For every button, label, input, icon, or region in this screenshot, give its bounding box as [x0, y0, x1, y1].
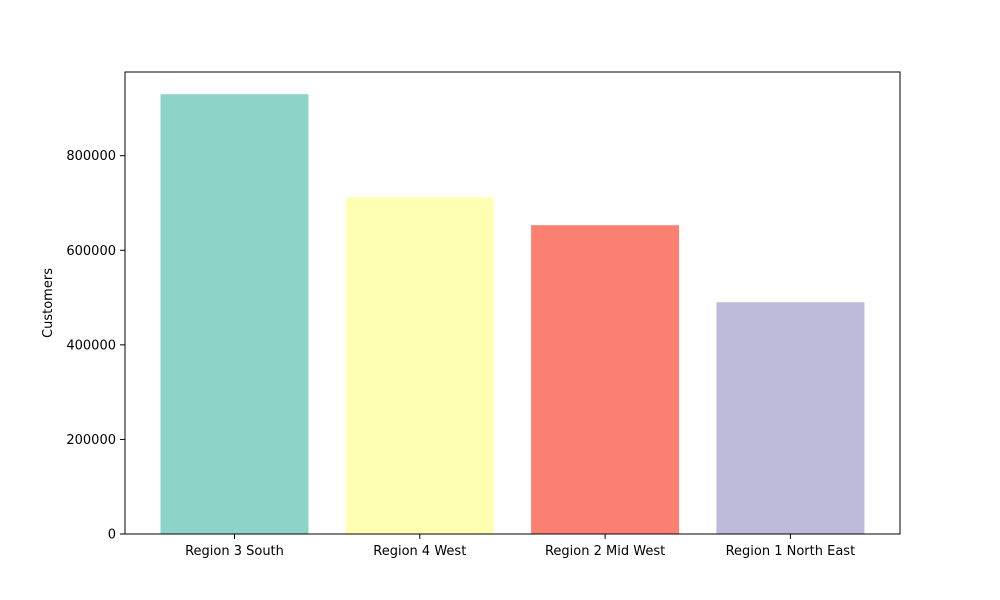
bar-4 [716, 302, 865, 534]
y-axis-title: Customers [41, 268, 56, 338]
y-tick-label: 600000 [66, 244, 116, 259]
x-tick-label: Region 3 South [185, 544, 284, 559]
y-axis: 0 200000 400000 600000 800000 [66, 149, 125, 543]
x-axis: Region 3 South Region 4 West Region 2 Mid … [185, 534, 855, 559]
bar-1 [160, 94, 309, 534]
bars-group [160, 94, 865, 535]
bar-3 [531, 225, 680, 535]
y-tick-label: 200000 [66, 433, 116, 448]
x-tick-label: Region 4 West [373, 544, 466, 559]
x-tick-label: Region 1 North East [726, 544, 856, 559]
y-tick-label: 800000 [66, 149, 116, 164]
y-tick-label: 0 [108, 528, 116, 543]
x-tick-label: Region 2 Mid West [545, 544, 665, 559]
plot-frame [124, 71, 901, 535]
bar-2 [345, 197, 494, 534]
y-tick-label: 400000 [66, 338, 116, 353]
